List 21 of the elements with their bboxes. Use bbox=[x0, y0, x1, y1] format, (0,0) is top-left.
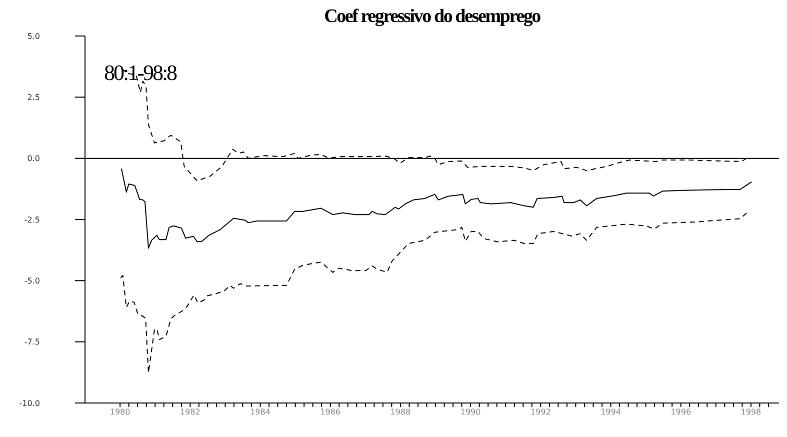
y-tick-label: 0.0 bbox=[27, 154, 40, 164]
y-tick-label: -2.5 bbox=[24, 215, 40, 224]
y-tick-label: -7.5 bbox=[24, 338, 40, 347]
x-tick-label: 1994 bbox=[600, 408, 621, 417]
x-tick-label: 1986 bbox=[320, 408, 341, 417]
chart-title: Coef regressivo do desemprego bbox=[323, 6, 542, 28]
x-tick-label: 1988 bbox=[390, 408, 411, 417]
x-tick-label: 1984 bbox=[250, 408, 270, 417]
x-tick-label: 1996 bbox=[670, 408, 692, 417]
x-tick-label: 1982 bbox=[180, 408, 200, 417]
line-series bbox=[120, 168, 752, 249]
y-tick-label: 2.5 bbox=[27, 93, 40, 102]
annotation: 80:1-98:8 bbox=[104, 60, 176, 86]
line-series bbox=[120, 210, 750, 374]
y-tick-label: 5.0 bbox=[27, 32, 40, 41]
y-tick-label: -5.0 bbox=[24, 276, 40, 286]
x-tick-label: 1992 bbox=[530, 408, 551, 417]
x-tick-label: 1980 bbox=[110, 408, 130, 417]
x-tick-label: 1990 bbox=[460, 408, 481, 417]
x-tick-label: 1998 bbox=[740, 408, 762, 417]
y-tick-label: -10.0 bbox=[19, 398, 40, 408]
